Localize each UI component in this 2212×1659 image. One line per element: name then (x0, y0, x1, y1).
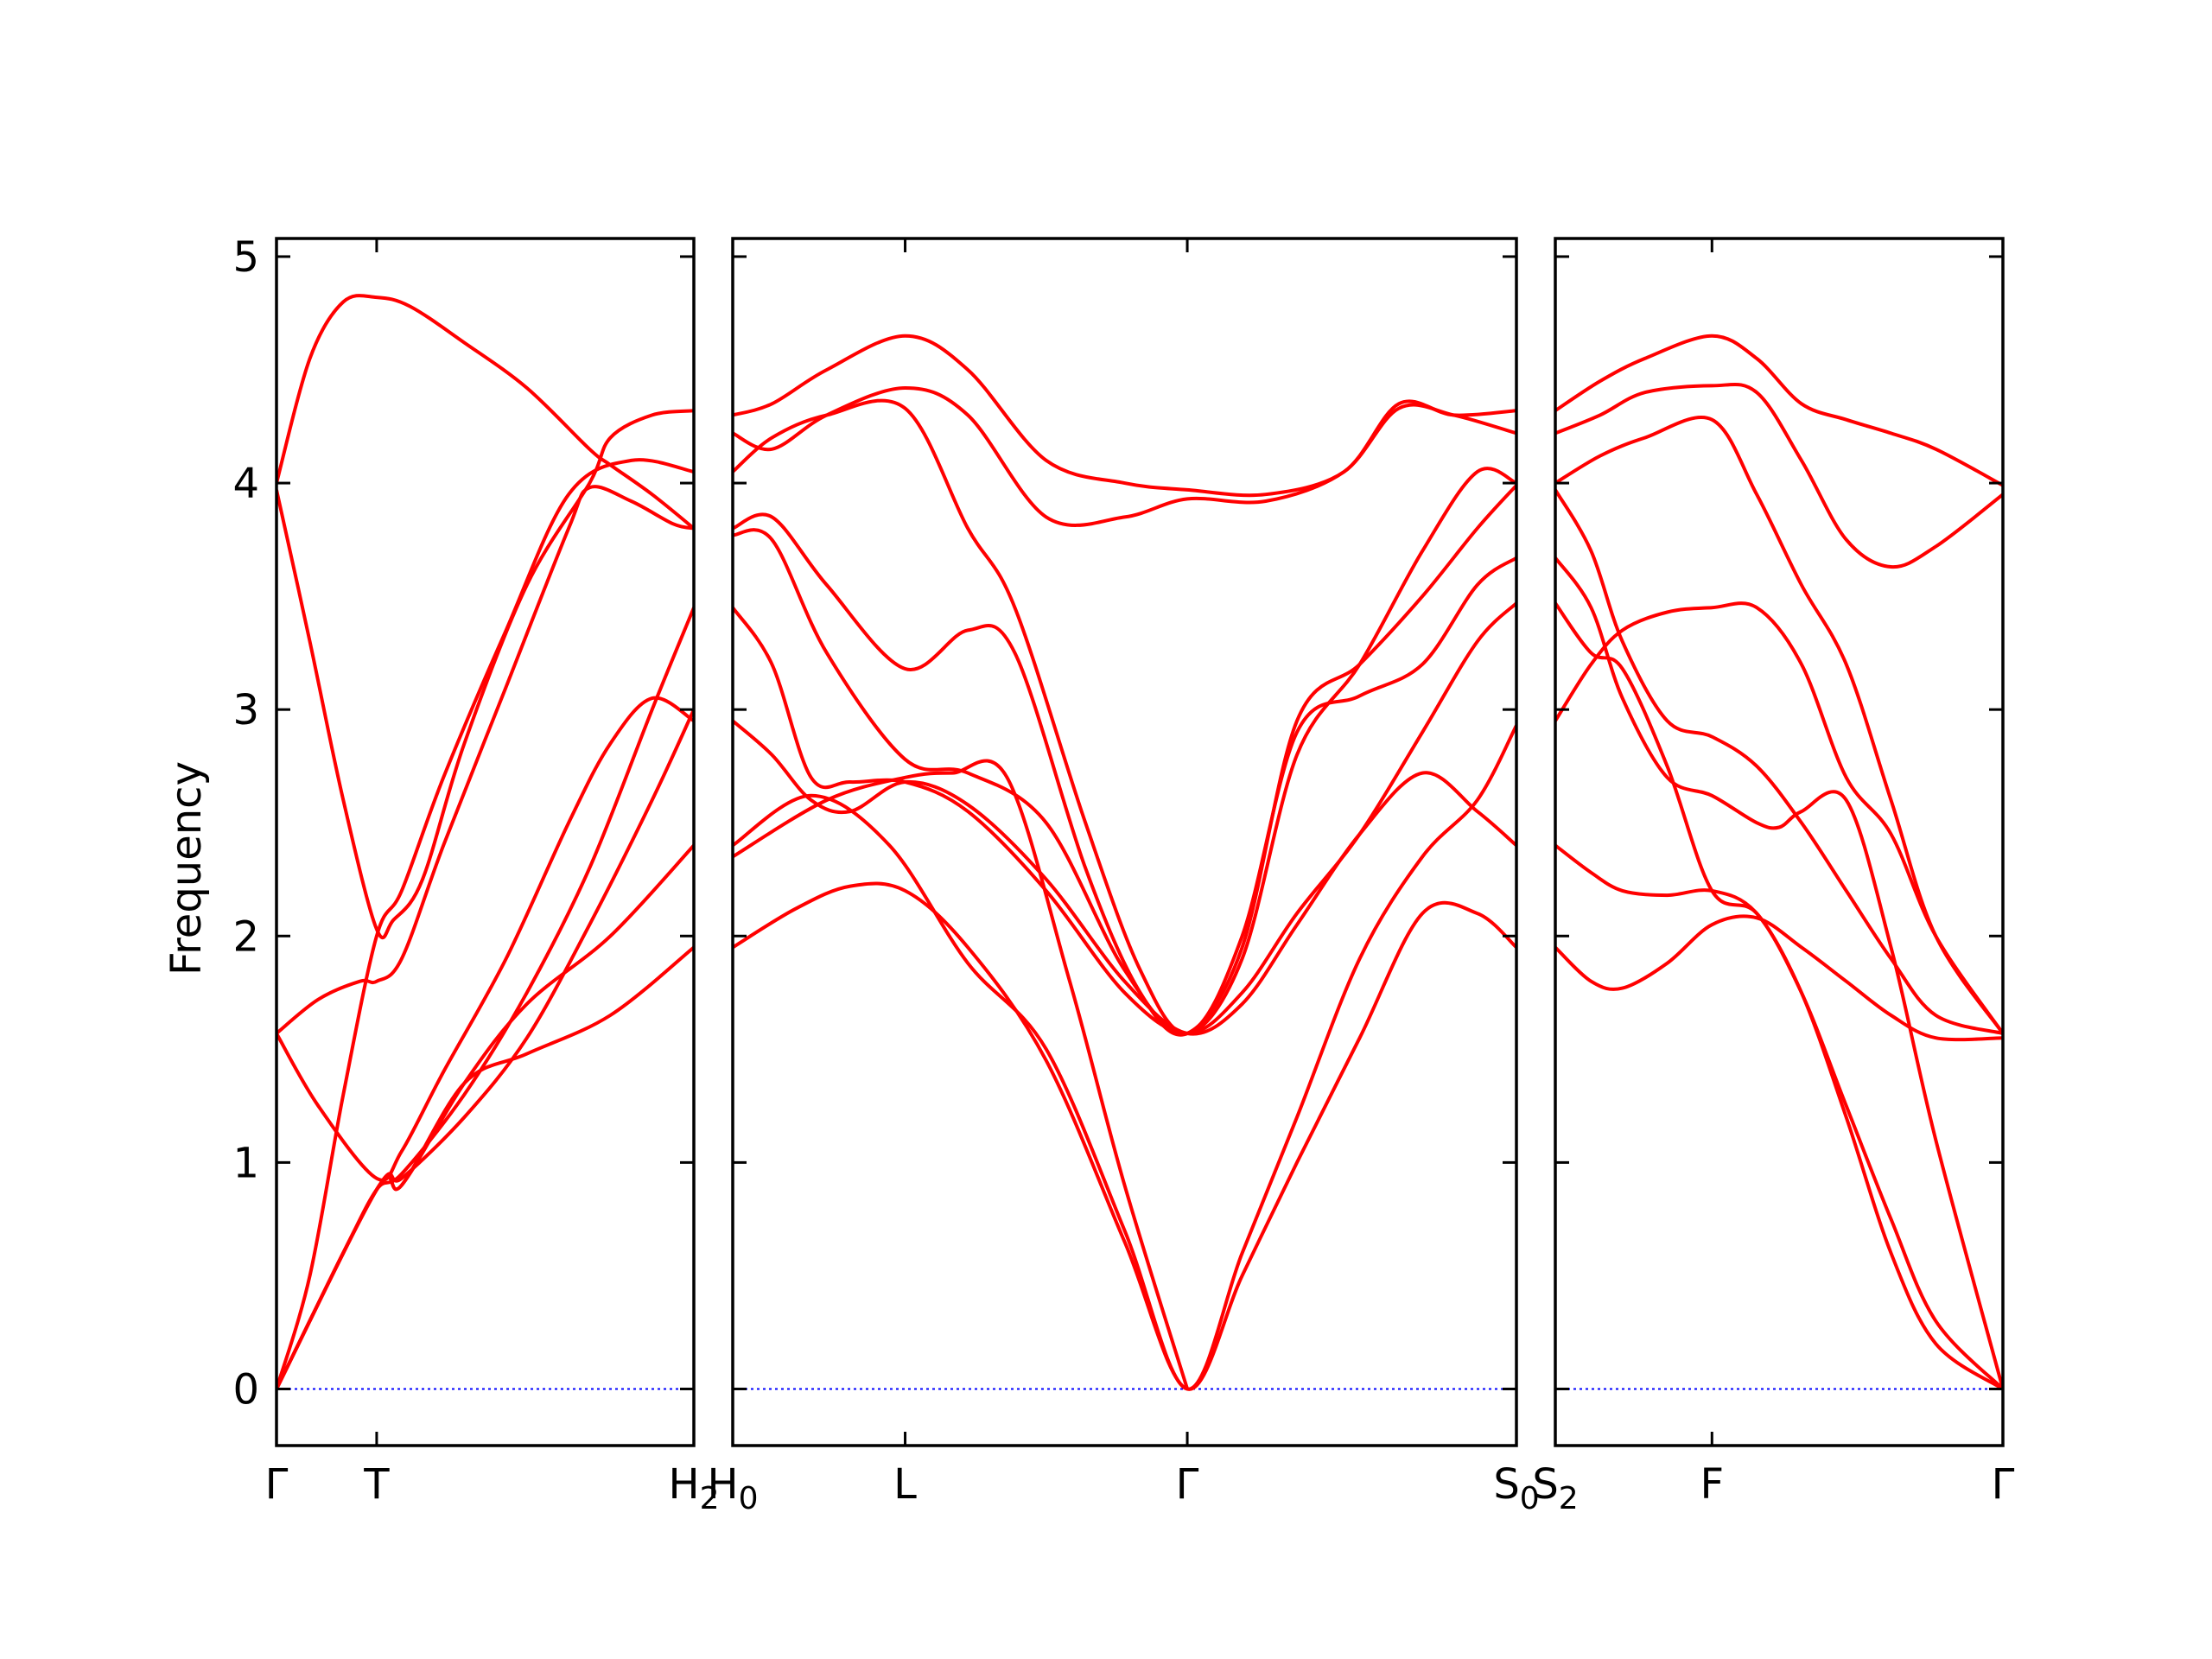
band-6 (1555, 556, 2003, 1390)
x-tick-label: H2 (669, 1460, 720, 1516)
band-3 (1555, 416, 2003, 1035)
panel-1: 0 1 2 3 4 5 Γ T H2 (232, 233, 719, 1516)
x-tick-label: L (893, 1460, 917, 1509)
y-tick-label: 1 (232, 1139, 259, 1187)
band-7 (276, 709, 694, 1390)
band-6 (733, 601, 1516, 1035)
x-tick-label: H0 (708, 1460, 759, 1516)
y-tick-label: 4 (232, 460, 259, 508)
band-1 (733, 334, 1516, 498)
x-tick-label: T (363, 1460, 390, 1509)
band-3 (276, 485, 694, 1035)
band-5 (1555, 488, 2003, 1035)
band-9 (1555, 914, 2003, 1042)
x-tick-label: Γ (1176, 1460, 1199, 1509)
panel-frame (731, 237, 1518, 1447)
x-tick-label: F (1700, 1460, 1724, 1509)
panel-3: S2 F Γ (1532, 237, 2015, 1516)
y-tick-label: 0 (232, 1365, 259, 1414)
band-9 (276, 844, 694, 1390)
band-8 (1555, 843, 2003, 1390)
panel-2: H0 L Γ S0 (708, 237, 1540, 1516)
band-lines (1555, 334, 2003, 1391)
band-2 (1555, 382, 2003, 569)
band-1 (276, 294, 694, 531)
band-8 (733, 724, 1516, 1391)
band-3 (733, 398, 1516, 1036)
x-tick-label: Γ (265, 1460, 289, 1509)
band-4 (276, 696, 694, 1182)
panel-frame (1554, 237, 2005, 1447)
band-2 (733, 386, 1516, 527)
band-lines (733, 334, 1516, 1391)
x-tick-label: Γ (1992, 1460, 2015, 1509)
y-tick-label: 5 (232, 233, 259, 282)
band-10 (733, 759, 1190, 1390)
band-7 (1555, 601, 2003, 1391)
band-5 (276, 458, 694, 1390)
x-tick-label: S2 (1532, 1460, 1578, 1516)
panel-frame (275, 237, 696, 1447)
band-7 (733, 719, 1516, 1036)
y-axis-label: Frequency (162, 761, 211, 976)
band-8 (276, 945, 694, 1390)
x-tick-label: S0 (1493, 1460, 1539, 1516)
band-1 (1555, 334, 2003, 487)
band-9 (733, 881, 1516, 1391)
band-lines (276, 294, 694, 1390)
y-tick-label: 2 (232, 912, 259, 961)
y-tick-label: 3 (232, 686, 259, 734)
band-2 (276, 409, 694, 939)
